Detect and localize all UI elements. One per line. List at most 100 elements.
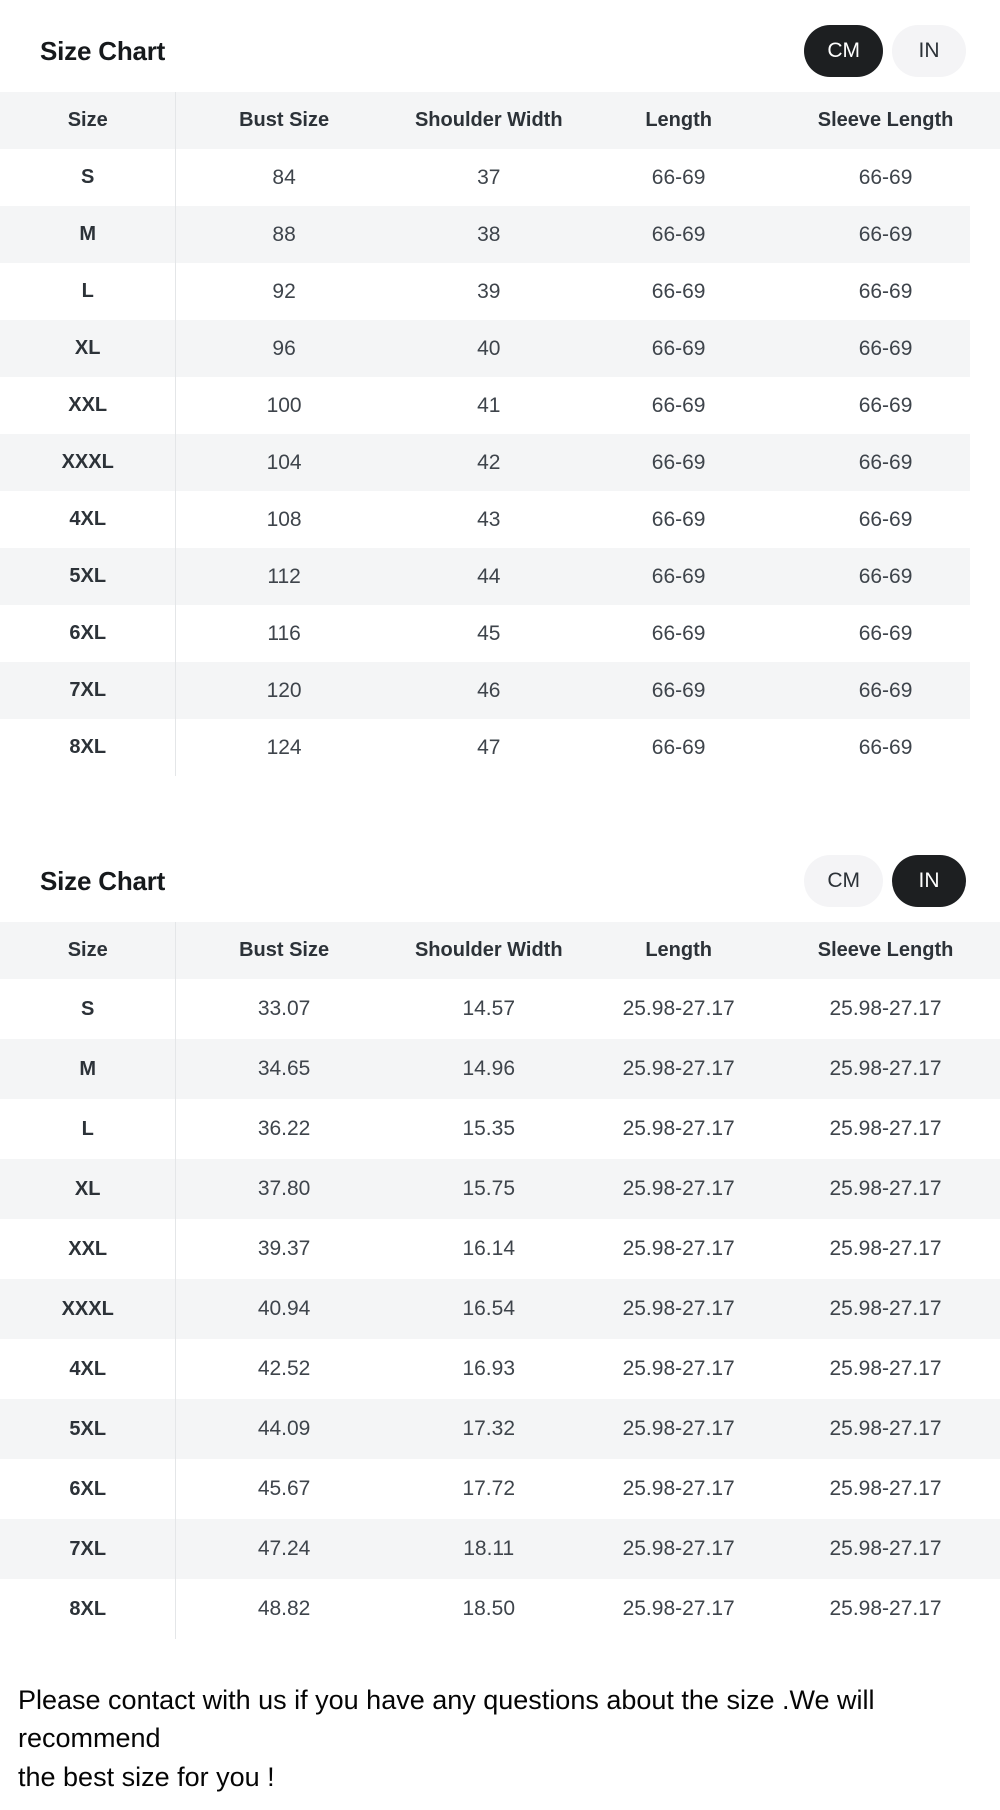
bust-size-cell: 112 (175, 548, 392, 605)
bust-size-cell: 100 (266, 393, 302, 417)
length-cell: 25.98-27.17 (585, 1519, 772, 1579)
table-row: 5XL 44.09 17.32 25.98-27.17 25.98-27.17 (0, 1399, 1000, 1459)
sleeve-length-cell: 25.98-27.17 (829, 1357, 942, 1380)
table-row: XXL 39.37 16.14 25.98-27.17 25.98-27.17 (0, 1219, 1000, 1279)
column-header-bust-size: Bust Size (175, 922, 392, 979)
length-cell: 25.98-27.17 (622, 1237, 735, 1260)
length-cell: 66-69 (585, 434, 772, 491)
bust-size-cell: 108 (266, 507, 302, 531)
length-cell: 25.98-27.17 (585, 1159, 772, 1219)
size-cell: 6XL (0, 605, 177, 662)
bust-size-cell: 33.07 (257, 997, 311, 1020)
table-row: L 92 39 66-69 66-69 (0, 263, 1000, 320)
size-cell: XXL (0, 1219, 177, 1279)
sleeve-length-cell: 25.98-27.17 (829, 1597, 942, 1620)
size-table-in: Size Bust Size Shoulder Width Length Sleeve … (0, 922, 1000, 1639)
sleeve-length-cell: 66-69 (858, 735, 913, 759)
bust-size-cell: 47.24 (175, 1519, 392, 1579)
table-row: 7XL 47.24 18.11 25.98-27.17 25.98-27.17 (0, 1519, 1000, 1579)
size-cell: S (0, 979, 177, 1039)
size-table-cm: Size Bust Size Shoulder Width Length Sleeve … (0, 92, 1000, 776)
size-cell: 7XL (0, 662, 177, 719)
sleeve-length-cell: 66-69 (858, 279, 913, 303)
size-cell: M (0, 1039, 177, 1099)
bust-size-cell: 40.94 (175, 1279, 392, 1339)
shoulder-width-cell: 47 (477, 735, 501, 759)
table-row: 5XL 112 44 66-69 66-69 (0, 548, 1000, 605)
size-cell: XL (0, 320, 177, 377)
bust-size-cell: 44.09 (175, 1399, 392, 1459)
shoulder-width-cell: 45 (477, 621, 501, 645)
bust-size-cell: 88 (175, 206, 392, 263)
shoulder-width-cell: 40 (391, 320, 586, 377)
column-header-length: Length (585, 922, 772, 979)
table-row: S 33.07 14.57 25.98-27.17 25.98-27.17 (0, 979, 1000, 1039)
length-cell: 66-69 (585, 548, 772, 605)
cm-toggle-button[interactable]: CM (804, 25, 883, 77)
header-row: Size Bust Size Shoulder Width Length Sleeve … (0, 92, 1000, 149)
length-cell: 25.98-27.17 (622, 1597, 735, 1620)
shoulder-width-cell: 15.35 (462, 1117, 516, 1140)
column-header-bust-size: Bust Size (175, 92, 392, 149)
column-header-sleeve-length: Sleeve Length (771, 922, 1000, 979)
table-row: 7XL 120 46 66-69 66-69 (0, 662, 1000, 719)
shoulder-width-cell: 42 (391, 434, 586, 491)
size-cell: S (0, 149, 177, 206)
table-row: 8XL 48.82 18.50 25.98-27.17 25.98-27.17 (0, 1579, 1000, 1639)
bust-size-cell: 45.67 (257, 1477, 311, 1500)
shoulder-width-cell: 17.32 (391, 1399, 586, 1459)
bust-size-cell: 36.22 (257, 1117, 311, 1140)
sleeve-length-cell: 66-69 (771, 548, 1000, 605)
size-cell: 8XL (0, 719, 177, 776)
table-row: M 88 38 66-69 66-69 (0, 206, 1000, 263)
column-header-size: Size (0, 922, 177, 979)
size-cell: 8XL (0, 1579, 177, 1639)
size-cell: 7XL (0, 1519, 177, 1579)
sleeve-length-cell: 66-69 (858, 165, 913, 189)
sleeve-length-cell: 25.98-27.17 (829, 1117, 942, 1140)
shoulder-width-cell: 16.14 (462, 1237, 516, 1260)
sleeve-length-cell: 66-69 (858, 507, 913, 531)
length-cell: 66-69 (651, 279, 706, 303)
shoulder-width-cell: 39 (477, 279, 501, 303)
in-toggle-button[interactable]: IN (892, 855, 966, 907)
sleeve-length-cell: 25.98-27.17 (829, 997, 942, 1020)
table-row: XL 96 40 66-69 66-69 (0, 320, 1000, 377)
size-cell: XXL (0, 377, 177, 434)
length-cell: 25.98-27.17 (585, 1279, 772, 1339)
sleeve-length-cell: 66-69 (771, 434, 1000, 491)
length-cell: 66-69 (651, 735, 706, 759)
sleeve-length-cell: 66-69 (858, 621, 913, 645)
column-header-sleeve-length: Sleeve Length (771, 92, 1000, 149)
shoulder-width-cell: 16.54 (391, 1279, 586, 1339)
length-cell: 66-69 (651, 393, 706, 417)
table-row: XXL 100 41 66-69 66-69 (0, 377, 1000, 434)
bust-size-cell: 84 (272, 165, 296, 189)
length-cell: 25.98-27.17 (622, 1477, 735, 1500)
bust-size-cell: 34.65 (175, 1039, 392, 1099)
bust-size-cell: 124 (266, 735, 302, 759)
in-toggle-button[interactable]: IN (892, 25, 966, 77)
table-row: 4XL 42.52 16.93 25.98-27.17 25.98-27.17 (0, 1339, 1000, 1399)
column-header-shoulder-width: Shoulder Width (391, 922, 586, 979)
length-cell: 66-69 (651, 507, 706, 531)
shoulder-width-cell: 14.57 (462, 997, 516, 1020)
sleeve-length-cell: 66-69 (771, 662, 1000, 719)
cm-toggle-button[interactable]: CM (804, 855, 883, 907)
table-row: M 34.65 14.96 25.98-27.17 25.98-27.17 (0, 1039, 1000, 1099)
length-cell: 25.98-27.17 (585, 1399, 772, 1459)
table-row: S 84 37 66-69 66-69 (0, 149, 1000, 206)
shoulder-width-cell: 37 (477, 165, 501, 189)
length-cell: 66-69 (651, 165, 706, 189)
shoulder-width-cell: 14.96 (391, 1039, 586, 1099)
size-cell: M (0, 206, 177, 263)
bust-size-cell: 39.37 (257, 1237, 311, 1260)
sleeve-length-cell: 66-69 (858, 393, 913, 417)
sleeve-length-cell: 66-69 (771, 206, 1000, 263)
size-cell: 6XL (0, 1459, 177, 1519)
sleeve-length-cell: 25.98-27.17 (771, 1519, 1000, 1579)
sleeve-length-cell: 25.98-27.17 (829, 1477, 942, 1500)
header-row: Size Bust Size Shoulder Width Length Sleeve … (0, 922, 1000, 979)
shoulder-width-cell: 41 (477, 393, 501, 417)
section-header: Size Chart CM IN (40, 854, 966, 908)
